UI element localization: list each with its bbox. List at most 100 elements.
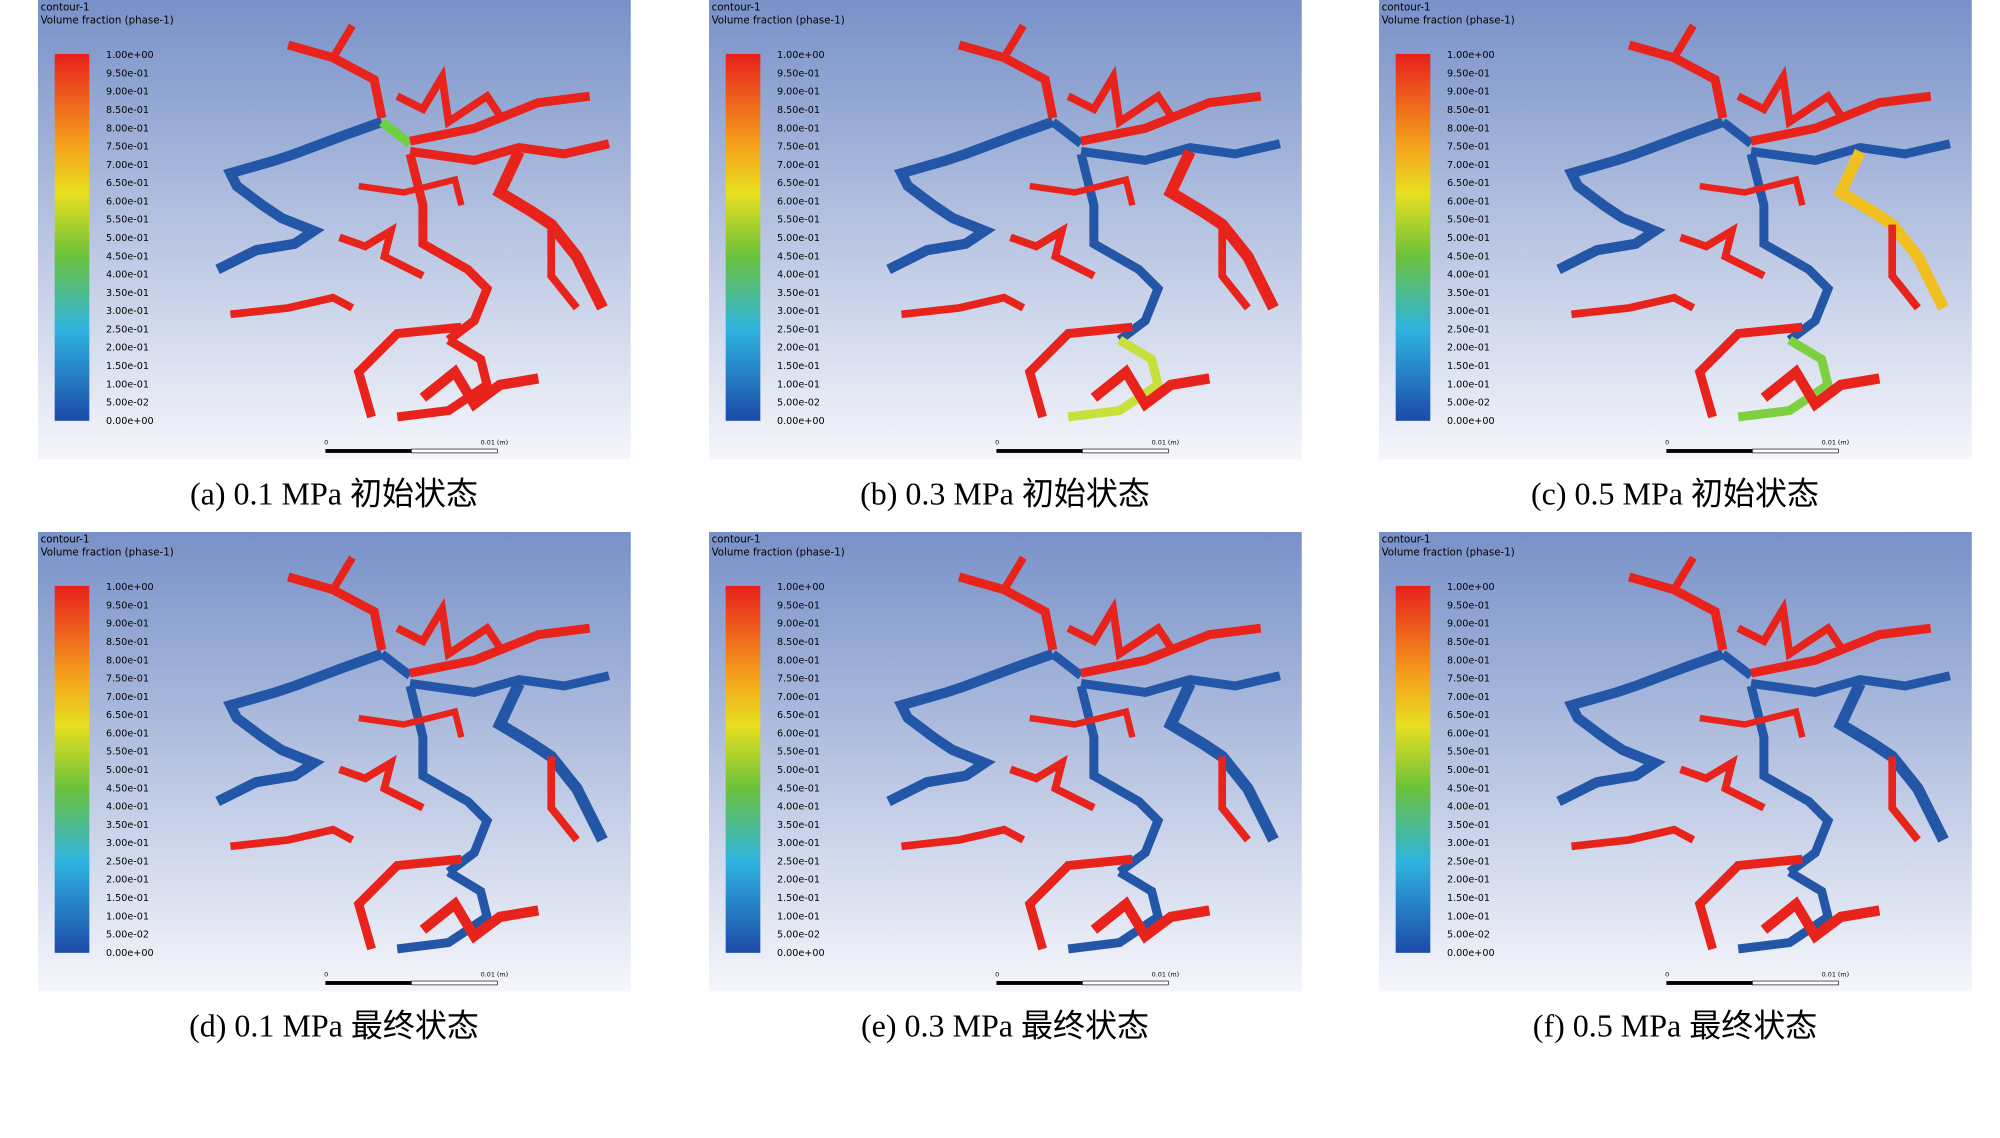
colorbar: [725, 53, 761, 421]
colorbar-label: 3.00e-01: [106, 838, 149, 849]
fracture-branch: [338, 222, 425, 280]
fracture-branch: [1746, 684, 1834, 876]
fracture-branch: [1080, 623, 1262, 678]
contour-variable: Volume fraction (phase-1): [1382, 15, 1515, 27]
colorbar-label: 4.00e-01: [106, 270, 149, 281]
fracture-branch: [379, 118, 413, 148]
contour-name: contour-1: [712, 2, 761, 14]
colorbar-label: 9.50e-01: [106, 600, 149, 611]
colorbar-label: 6.50e-01: [1447, 710, 1490, 721]
colorbar-label: 3.50e-01: [1447, 288, 1490, 299]
fracture-branch: [1670, 555, 1697, 592]
colorbar-label: 4.00e-01: [777, 802, 820, 813]
fracture-branch: [1076, 152, 1164, 344]
fracture-branch: [405, 152, 493, 344]
colorbar-label: 1.00e+00: [106, 50, 154, 61]
fracture-branch: [409, 91, 591, 146]
scale-bar-white: [411, 448, 498, 454]
colorbar-label: 6.50e-01: [777, 178, 820, 189]
scale-bar-black: [325, 449, 412, 453]
scale-end: 0.01 (m): [481, 971, 509, 979]
colorbar-label: 3.00e-01: [777, 838, 820, 849]
fracture-branch: [1720, 650, 1754, 680]
fracture-branch: [1066, 65, 1175, 129]
colorbar: [1395, 53, 1431, 421]
colorbar-label: 5.00e-02: [1447, 930, 1490, 941]
colorbar-label: 4.00e-01: [1447, 270, 1490, 281]
colorbar-label: 1.00e+00: [106, 582, 154, 593]
colorbar-label: 6.50e-01: [777, 710, 820, 721]
fracture-branch: [1888, 224, 1921, 311]
scale-bar-white: [1082, 448, 1169, 454]
fracture-branch: [1750, 671, 1951, 697]
colorbar-label: 3.00e-01: [777, 306, 820, 317]
contour-variable: Volume fraction (phase-1): [1382, 547, 1515, 559]
fracture-branch: [1736, 65, 1845, 129]
fracture-branch: [1694, 854, 1803, 951]
colorbar-label: 5.00e-01: [1447, 233, 1490, 244]
fracture-branch: [492, 148, 608, 311]
colorbar-label: 4.00e-01: [777, 270, 820, 281]
fracture-branch: [1737, 868, 1834, 954]
colorbar-label: 5.00e-01: [777, 765, 820, 776]
fracture-branch: [358, 707, 465, 739]
fracture-branch: [329, 555, 356, 592]
colorbar-label: 5.00e-02: [1447, 398, 1490, 409]
colorbar-label: 3.50e-01: [777, 288, 820, 299]
colorbar-label: 2.50e-01: [106, 856, 149, 867]
colorbar-label: 2.50e-01: [777, 324, 820, 335]
colorbar-label: 8.50e-01: [1447, 105, 1490, 116]
fracture-branch: [1000, 555, 1027, 592]
colorbar-label: 7.50e-01: [106, 142, 149, 153]
colorbar-label: 8.50e-01: [777, 637, 820, 648]
colorbar-label: 9.50e-01: [1447, 68, 1490, 79]
colorbar-label: 0.00e+00: [106, 948, 154, 959]
colorbar-label: 8.00e-01: [1447, 655, 1490, 666]
fracture-branch: [338, 754, 425, 812]
fracture-branch: [1067, 868, 1164, 954]
colorbar-label: 8.50e-01: [1447, 637, 1490, 648]
contour-name: contour-1: [41, 2, 90, 14]
fracture-branch: [1024, 854, 1133, 951]
fracture-branch: [1067, 336, 1164, 422]
scale-end: 0.01 (m): [481, 439, 509, 447]
colorbar-label: 1.50e-01: [106, 361, 149, 372]
fracture-branch: [286, 572, 387, 651]
contour-name: contour-1: [1382, 534, 1431, 546]
fracture-branch: [358, 175, 465, 207]
panel-caption: (f) 0.5 MPa 最终状态: [1533, 1007, 1817, 1043]
fracture-branch: [1888, 756, 1921, 843]
colorbar: [725, 585, 761, 953]
colorbar-label: 9.00e-01: [777, 87, 820, 98]
fracture-branch: [1024, 322, 1133, 419]
colorbar-label: 5.00e-02: [106, 930, 149, 941]
colorbar-label: 4.00e-01: [1447, 802, 1490, 813]
colorbar-label: 1.50e-01: [106, 893, 149, 904]
colorbar-label: 1.50e-01: [1447, 893, 1490, 904]
fracture-branch: [396, 868, 493, 954]
fracture-branch: [230, 293, 355, 319]
colorbar-label: 8.50e-01: [106, 637, 149, 648]
colorbar-label: 6.50e-01: [1447, 178, 1490, 189]
colorbar-label: 9.00e-01: [106, 87, 149, 98]
fracture-branch: [1029, 707, 1136, 739]
colorbar-label: 5.00e-02: [777, 930, 820, 941]
fracture-branch: [1737, 336, 1834, 422]
fracture-branch: [1833, 148, 1949, 311]
colorbar-label: 7.50e-01: [106, 674, 149, 685]
fracture-branch: [409, 671, 610, 697]
contour-variable: Volume fraction (phase-1): [41, 547, 174, 559]
colorbar: [1395, 585, 1431, 953]
fracture-branch: [1571, 825, 1696, 851]
fracture-branch: [1679, 754, 1766, 812]
fracture-branch: [1750, 139, 1951, 165]
colorbar-label: 5.00e-02: [777, 398, 820, 409]
fracture-branch: [230, 825, 355, 851]
contour-name: contour-1: [1382, 2, 1431, 14]
fracture-branch: [1080, 91, 1262, 146]
colorbar-label: 5.00e-01: [777, 233, 820, 244]
scale-start: 0: [324, 439, 328, 447]
colorbar-label: 5.50e-01: [1447, 215, 1490, 226]
